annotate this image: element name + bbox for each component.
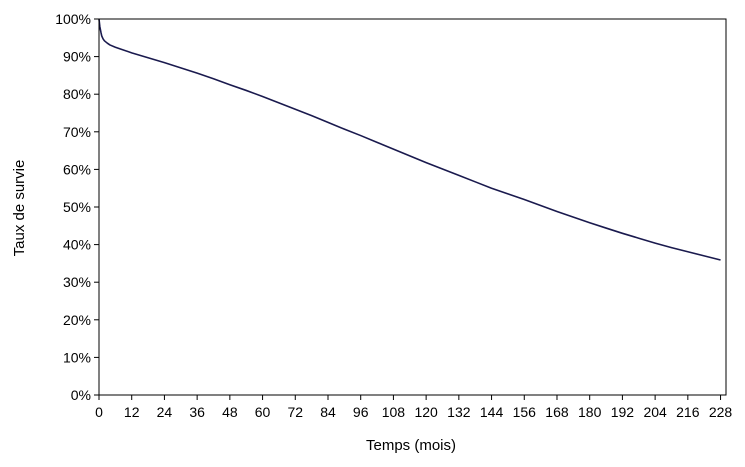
plot-frame: [98, 18, 727, 396]
x-tick-label: 132: [447, 404, 471, 420]
y-tick-label: 40%: [63, 237, 91, 253]
x-tick-label: 96: [353, 404, 369, 420]
x-tick-label: 156: [513, 404, 537, 420]
x-tick-label: 120: [414, 404, 438, 420]
x-axis-ticks: 0 12 24 36 48 60 72 84 96 108 120 132 144 156 168 180 19…: [95, 395, 732, 420]
x-tick-label: 144: [480, 404, 504, 420]
x-tick-label: 204: [643, 404, 667, 420]
y-tick-label: 0%: [71, 387, 91, 403]
y-axis-ticks: 0% 10% 20% 30% 40% 50% 60% 70% 80% 90% 100%: [55, 11, 99, 403]
x-tick-label: 216: [676, 404, 700, 420]
x-tick-label: 84: [320, 404, 336, 420]
x-tick-label: 36: [189, 404, 205, 420]
x-tick-label: 60: [255, 404, 271, 420]
y-tick-label: 50%: [63, 199, 91, 215]
y-axis-label: Taux de survie: [11, 160, 28, 257]
y-tick-label: 10%: [63, 349, 91, 365]
x-axis-label: Temps (mois): [366, 437, 456, 454]
y-tick-label: 70%: [63, 124, 91, 140]
x-tick-label: 108: [382, 404, 406, 420]
x-tick-label: 24: [157, 404, 173, 420]
x-tick-label: 0: [95, 404, 103, 420]
x-tick-label: 168: [545, 404, 569, 420]
x-tick-label: 192: [611, 404, 635, 420]
x-tick-label: 228: [709, 404, 733, 420]
survival-curve: [98, 18, 721, 261]
x-tick-label: 72: [287, 404, 303, 420]
x-tick-label: 180: [578, 404, 602, 420]
y-tick-label: 20%: [63, 312, 91, 328]
y-tick-label: 100%: [55, 11, 91, 27]
y-tick-label: 80%: [63, 86, 91, 102]
x-tick-label: 48: [222, 404, 238, 420]
y-tick-label: 90%: [63, 49, 91, 65]
y-tick-label: 60%: [63, 161, 91, 177]
y-tick-label: 30%: [63, 274, 91, 290]
series-layer: [98, 18, 721, 261]
x-tick-label: 12: [124, 404, 140, 420]
